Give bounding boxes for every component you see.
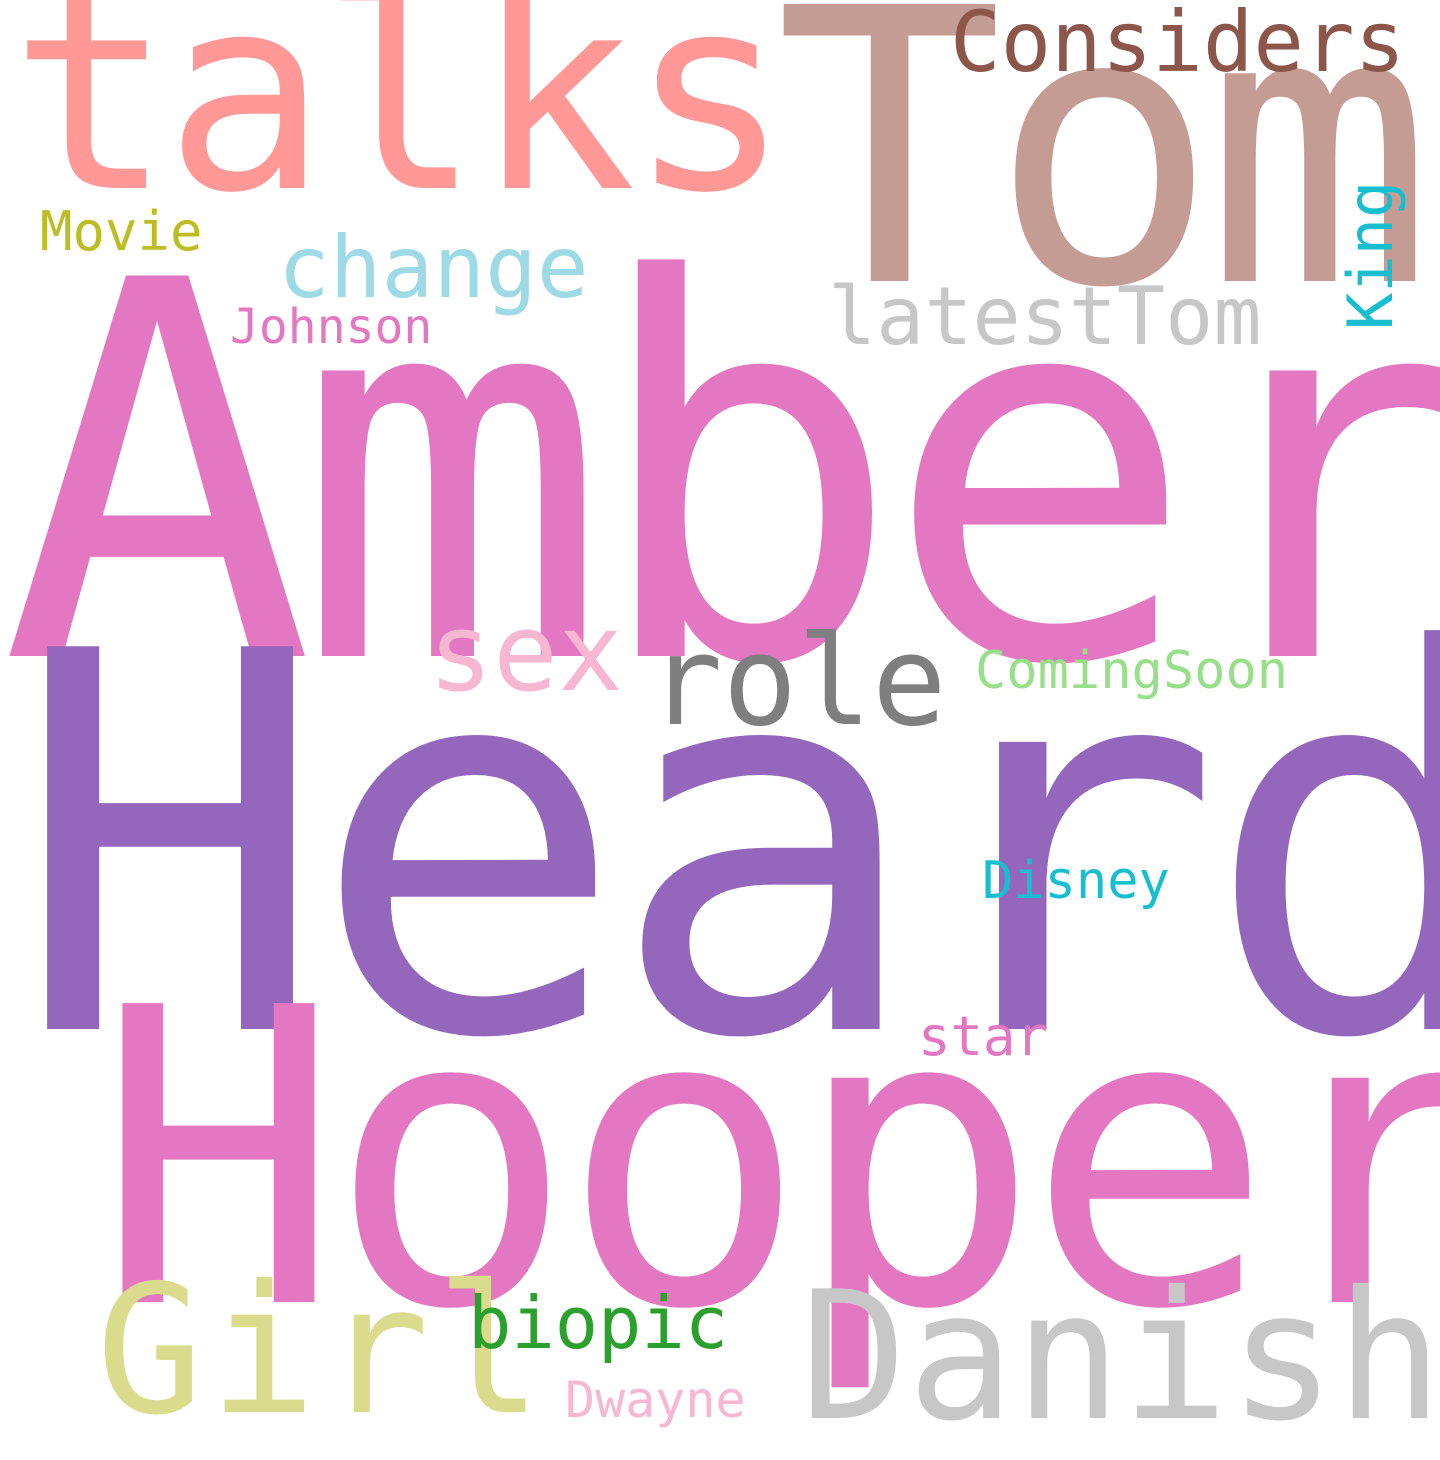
word-considers: Considers (950, 0, 1405, 84)
word-biopic: biopic (468, 1287, 728, 1359)
word-danish: Danish (800, 1268, 1440, 1446)
word-dwayne: Dwayne (565, 1375, 746, 1425)
word-disney: Disney (982, 855, 1170, 907)
